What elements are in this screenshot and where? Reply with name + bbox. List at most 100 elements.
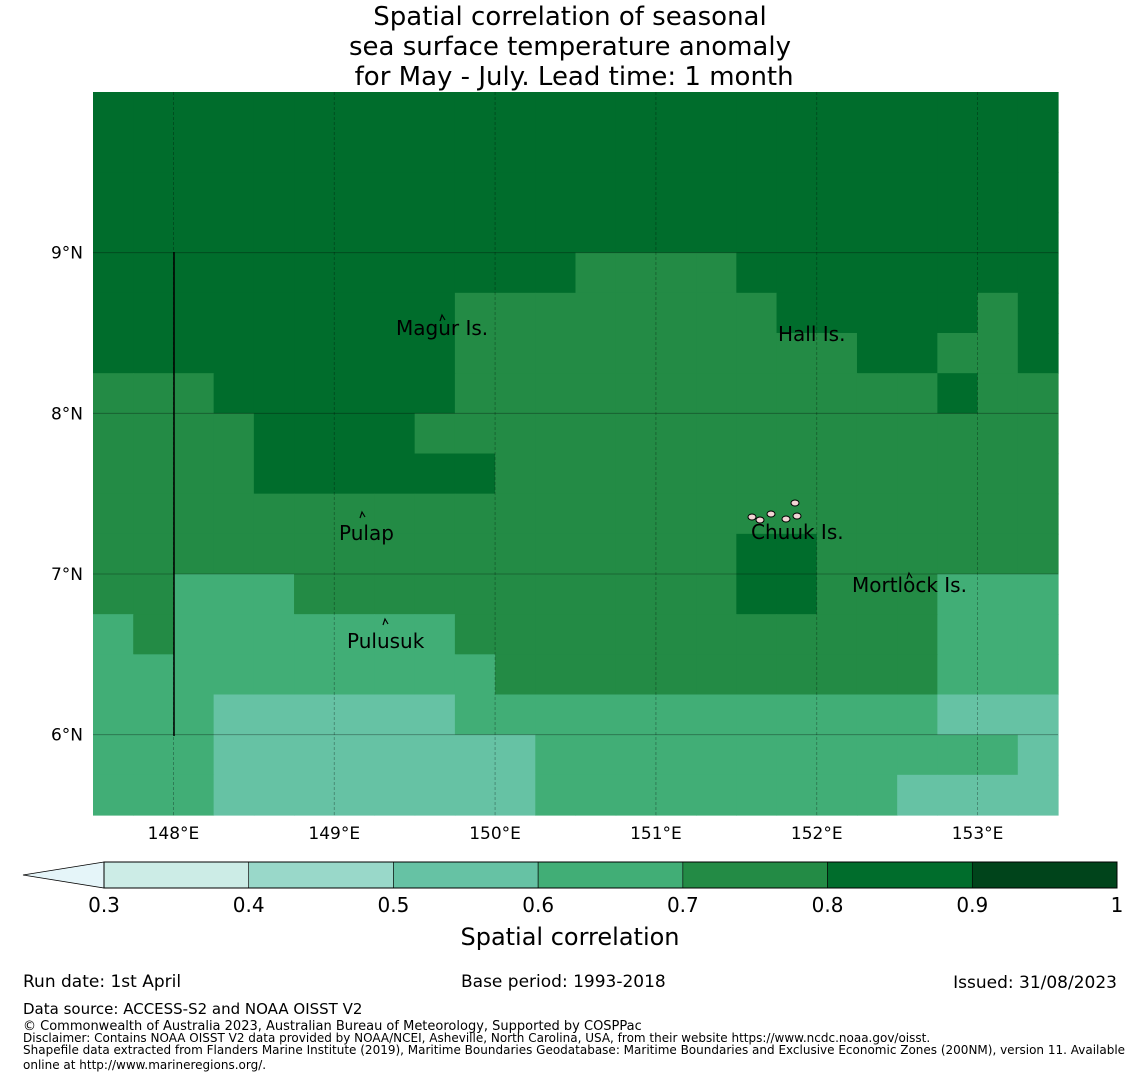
grid-cell	[1017, 333, 1059, 374]
grid-cell	[294, 92, 335, 133]
grid-cell	[414, 694, 456, 736]
grid-cell	[615, 292, 657, 334]
grid-cell	[977, 533, 1019, 575]
grid-cell	[294, 694, 335, 736]
grid-cell	[937, 533, 979, 575]
grid-cell	[1017, 212, 1059, 254]
grid-cell	[575, 654, 617, 696]
grid-cell	[937, 614, 979, 655]
grid-cell	[495, 533, 536, 575]
grid-cell	[937, 574, 979, 615]
grid-cell	[977, 92, 1019, 133]
grid-cell	[213, 654, 255, 696]
grid-cell	[856, 734, 898, 776]
correlation-grid	[93, 92, 1059, 816]
grid-cell	[897, 453, 938, 495]
grid-cell	[253, 373, 295, 414]
grid-cell	[213, 92, 255, 133]
grid-cell	[133, 333, 175, 374]
island-outline	[792, 512, 802, 520]
grid-cell	[334, 694, 376, 736]
grid-cell	[334, 493, 376, 535]
grid-cell	[816, 614, 858, 655]
grid-cell	[133, 212, 175, 254]
grid-cell	[1017, 614, 1059, 655]
grid-cell	[173, 413, 215, 455]
grid-cell	[414, 373, 456, 414]
title-line-2: sea surface temperature anomaly	[349, 32, 791, 62]
grid-cell	[173, 373, 215, 414]
grid-cell	[736, 132, 778, 173]
grid-cell	[696, 493, 737, 535]
grid-cell	[897, 252, 938, 294]
island-outlines	[359, 313, 913, 626]
grid-cell	[454, 252, 496, 294]
grid-cell	[575, 574, 617, 615]
grid-cell	[655, 774, 697, 816]
x-tick-label: 151°E	[630, 824, 682, 844]
grid-cell	[133, 413, 175, 455]
grid-cell	[977, 333, 1019, 374]
colorbar-bin	[393, 861, 539, 889]
grid-cell	[253, 734, 295, 776]
grid-cell	[615, 654, 657, 696]
grid-cell	[495, 694, 536, 736]
grid-cell	[1017, 132, 1059, 173]
grid-cell	[495, 292, 536, 334]
grid-cell	[213, 413, 255, 455]
grid-cell	[615, 333, 657, 374]
grid-cell	[414, 734, 456, 776]
grid-cell	[93, 533, 134, 575]
grid-cell	[655, 92, 697, 133]
grid-cell	[696, 614, 737, 655]
grid-cell	[937, 774, 979, 816]
grid-cell	[495, 574, 536, 615]
grid-cell	[897, 694, 938, 736]
grid-cell	[776, 172, 818, 214]
grid-cell	[736, 172, 778, 214]
grid-cell	[816, 654, 858, 696]
grid-cell	[495, 654, 536, 696]
grid-cell	[816, 694, 858, 736]
grid-cell	[1017, 252, 1059, 294]
grid-cell	[454, 774, 496, 816]
grid-cell	[93, 172, 134, 214]
grid-cell	[253, 292, 295, 334]
grid-cell	[937, 292, 979, 334]
grid-cell	[133, 734, 175, 776]
grid-cell	[213, 373, 255, 414]
grid-cell	[173, 252, 215, 294]
grid-cell	[93, 453, 134, 495]
grid-cell	[535, 132, 577, 173]
grid-cell	[816, 453, 858, 495]
grid-cell	[575, 694, 617, 736]
grid-cell	[856, 172, 898, 214]
grid-cell	[374, 694, 416, 736]
grid-cell	[133, 172, 175, 214]
grid-cell	[696, 333, 737, 374]
grid-cell	[414, 252, 456, 294]
grid-cell	[213, 694, 255, 736]
grid-cell	[454, 694, 496, 736]
grid-cell	[977, 694, 1019, 736]
grid-cell	[213, 212, 255, 254]
grid-cell	[615, 734, 657, 776]
grid-cell	[1017, 734, 1059, 776]
grid-cell	[535, 614, 577, 655]
colorbar-tick-label: 1	[1111, 893, 1124, 917]
grid-cell	[696, 574, 737, 615]
grid-cell	[816, 774, 858, 816]
grid-cell	[213, 132, 255, 173]
grid-cell	[93, 132, 134, 173]
grid-cell	[977, 212, 1019, 254]
grid-cell	[736, 333, 778, 374]
grid-cell	[977, 373, 1019, 414]
grid-cell	[294, 614, 335, 655]
grid-cell	[495, 774, 536, 816]
grid-cell	[253, 453, 295, 495]
grid-cell	[253, 654, 295, 696]
place-label: Pulusuk	[347, 629, 425, 653]
grid-cell	[816, 574, 858, 615]
grid-cell	[615, 172, 657, 214]
x-tick-label: 149°E	[308, 824, 360, 844]
